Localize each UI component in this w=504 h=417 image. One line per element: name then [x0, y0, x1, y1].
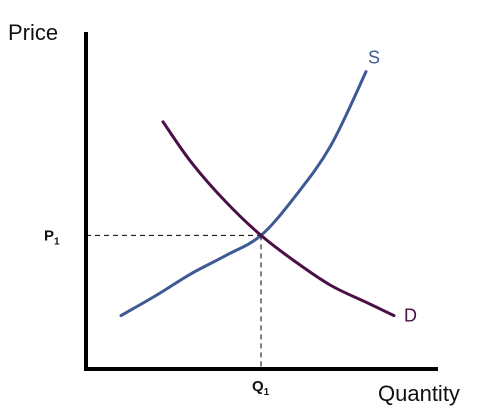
d-curve-label: D — [404, 306, 417, 326]
curves — [119, 70, 396, 318]
y-axis-title: Price — [8, 20, 58, 45]
s-curve — [119, 70, 368, 318]
price-equilibrium-label: P1 — [44, 227, 60, 247]
quantity-equilibrium-label: Q1 — [252, 378, 270, 398]
curve-labels: SD — [368, 48, 417, 326]
axes — [84, 32, 438, 371]
x-axis-title: Quantity — [378, 381, 460, 406]
equilibrium-guides — [86, 234, 262, 369]
s-curve-label: S — [368, 48, 380, 68]
d-curve — [161, 120, 396, 318]
